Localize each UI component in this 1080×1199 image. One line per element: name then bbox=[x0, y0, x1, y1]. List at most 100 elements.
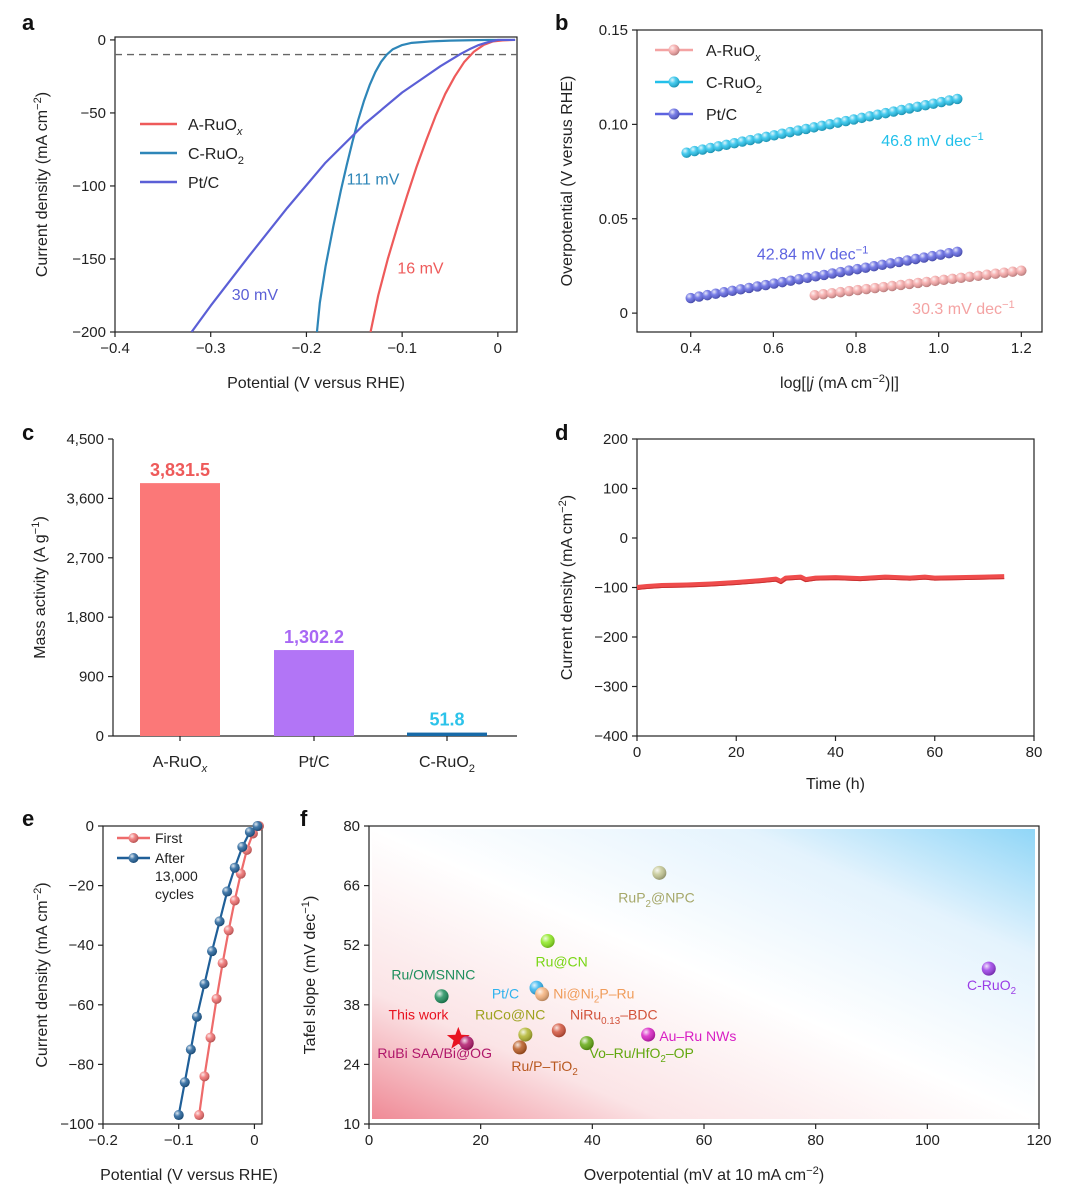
f-point-label-part: 2 bbox=[1011, 986, 1016, 997]
b-data-point-shine bbox=[809, 289, 820, 301]
c-bar bbox=[274, 650, 354, 736]
b-data-point-shine bbox=[893, 256, 905, 268]
b-data-point bbox=[886, 280, 898, 292]
b-data-point bbox=[753, 133, 764, 144]
b-data-point-shine bbox=[848, 114, 859, 125]
f-y-axis-label-part: Tafel slope (mV dec bbox=[302, 914, 319, 1055]
f-data-point bbox=[551, 1023, 566, 1038]
b-data-point-shine bbox=[835, 266, 846, 278]
a-legend-label-part: 2 bbox=[238, 155, 244, 167]
b-data-point-shine bbox=[752, 281, 763, 292]
a-y-tick-label: −100 bbox=[72, 178, 106, 195]
b-legend-label: A-RuOx bbox=[706, 43, 761, 64]
b-data-point bbox=[752, 281, 763, 292]
b-x-axis-label-part: (mA cm bbox=[814, 375, 873, 392]
f-x-tick-label: 120 bbox=[1026, 1132, 1051, 1149]
e-data-point-shine bbox=[199, 1071, 210, 1082]
b-data-point-shine bbox=[702, 289, 713, 301]
a-legend-label-part: x bbox=[236, 126, 243, 138]
f-data-point-shine bbox=[535, 987, 550, 1002]
panel-e-cycling-chart: −0.2 −0.1 0 0 −20 −40 −60 −80 −100 First After 13,0… bbox=[32, 818, 278, 1184]
b-data-point-shine bbox=[832, 117, 844, 128]
b-data-point bbox=[998, 267, 1010, 278]
b-data-point bbox=[930, 275, 941, 287]
b-data-point-shine bbox=[981, 269, 993, 280]
e-data-point-shine bbox=[222, 886, 233, 897]
f-point-label-part: Au–Ru NWs bbox=[659, 1028, 736, 1044]
b-data-point bbox=[935, 249, 946, 260]
a-legend-label-part: A-RuO bbox=[188, 117, 237, 134]
f-y-tick-label: 80 bbox=[343, 818, 360, 835]
b-y-tick-label: 0 bbox=[620, 305, 628, 322]
a-x-tick-label: 0 bbox=[494, 340, 502, 357]
f-point-label-part: RuBi SAA/Bi@OG bbox=[377, 1045, 492, 1061]
b-data-point-shine bbox=[784, 126, 796, 138]
b-data-point-shine bbox=[936, 96, 947, 108]
b-data-point-shine bbox=[710, 288, 721, 299]
f-point-label: RuCo@NC bbox=[475, 1007, 545, 1023]
b-data-point bbox=[793, 274, 805, 285]
f-y-tick-label: 52 bbox=[343, 937, 360, 954]
b-data-point-shine bbox=[689, 145, 700, 157]
b-x-tick-label: 1.2 bbox=[1011, 340, 1032, 357]
b-data-point-shine bbox=[852, 263, 863, 275]
b-data-point-shine bbox=[935, 249, 946, 260]
d-y-tick-label: −400 bbox=[594, 728, 628, 745]
c-bar-value-label: 51.8 bbox=[429, 710, 464, 730]
b-data-point-shine bbox=[904, 278, 915, 290]
c-y-tick-label: 1,800 bbox=[66, 609, 104, 626]
b-data-point bbox=[721, 139, 732, 150]
b-data-point bbox=[952, 246, 963, 257]
f-y-tick-label: 24 bbox=[343, 1056, 360, 1073]
e-y-tick-label: −20 bbox=[69, 878, 94, 895]
plot-frame bbox=[636, 29, 1043, 333]
b-data-point-shine bbox=[768, 278, 780, 289]
f-data-point-shine bbox=[434, 989, 449, 1004]
a-x-tick-label: −0.2 bbox=[292, 340, 322, 357]
c-category-label: C-RuO2 bbox=[419, 754, 475, 775]
b-x-tick-label: 0.8 bbox=[846, 340, 867, 357]
f-point-label: Vo–Ru/HfO2–OP bbox=[590, 1045, 694, 1065]
c-y-tick-label: 0 bbox=[96, 728, 104, 745]
e-x-tick-label: −0.1 bbox=[164, 1132, 194, 1149]
a-y-tick-label: −50 bbox=[81, 105, 106, 122]
b-data-point-shine bbox=[826, 287, 838, 299]
b-data-point bbox=[964, 271, 975, 282]
b-data-point bbox=[710, 288, 721, 299]
d-y-tick-label: −100 bbox=[594, 580, 628, 597]
f-y-axis-label-part: −1 bbox=[300, 901, 312, 914]
f-x-tick-label: 40 bbox=[584, 1132, 601, 1149]
b-legend-label: C-RuO2 bbox=[706, 75, 762, 96]
b-x-tick-label: 0.4 bbox=[680, 340, 701, 357]
b-data-point bbox=[864, 111, 875, 122]
panel-a-lsv-chart: −0.4 −0.3 −0.2 −0.1 00−50−100−150−200A-RuOxC… bbox=[32, 32, 518, 392]
b-y-axis-label: Overpotential (V versus RHE) bbox=[559, 76, 576, 287]
b-legend-marker-shine bbox=[668, 44, 680, 56]
a-y-tick-label: 0 bbox=[98, 32, 106, 49]
panel-label-a: a bbox=[22, 10, 35, 35]
b-data-point-shine bbox=[785, 275, 796, 286]
b-data-point-shine bbox=[912, 277, 924, 289]
e-x-axis-label: Potential (V versus RHE) bbox=[100, 1167, 278, 1184]
f-x-tick-label: 80 bbox=[807, 1132, 824, 1149]
d-y-axis-label-part: −2 bbox=[557, 500, 569, 513]
f-data-point bbox=[579, 1036, 594, 1051]
b-data-point-shine bbox=[705, 142, 716, 154]
e-data-point-shine bbox=[199, 978, 210, 989]
e-data-point bbox=[199, 978, 210, 989]
b-data-point-shine bbox=[745, 134, 756, 146]
e-data-point bbox=[223, 925, 234, 936]
c-bar bbox=[407, 732, 487, 736]
f-point-label-part: 2 bbox=[646, 899, 651, 910]
b-annotation-part: −1 bbox=[856, 244, 869, 256]
b-data-point-shine bbox=[713, 141, 724, 152]
a-legend-label-part: C-RuO bbox=[188, 146, 238, 163]
f-x-axis-label-part: Overpotential (mV at 10 mA cm bbox=[584, 1167, 806, 1184]
b-series-2 bbox=[685, 246, 963, 304]
b-annotation-part: 42.84 mV dec bbox=[757, 246, 856, 263]
panel-d-stability-chart: 0 20 40 60 80 200 100 0 −100 −200 −300 −400 Time (h)… bbox=[557, 431, 1042, 793]
c-bar-value-label: 1,302.2 bbox=[284, 627, 344, 647]
d-y-axis-label-part: ) bbox=[559, 495, 576, 500]
b-data-point bbox=[843, 285, 855, 297]
a-annotation: 30 mV bbox=[232, 287, 279, 304]
